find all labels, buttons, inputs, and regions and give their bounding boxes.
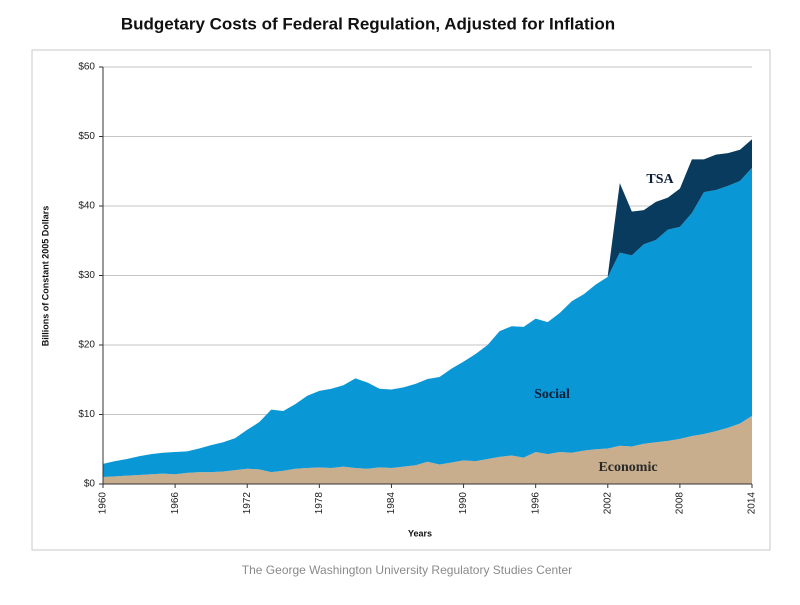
x-tick-label: 1972 xyxy=(242,492,253,515)
x-tick-label: 1984 xyxy=(386,492,397,515)
x-tick-label: 1990 xyxy=(458,492,469,515)
y-tick-label: $10 xyxy=(78,409,95,420)
y-tick-label: $0 xyxy=(84,479,96,490)
y-tick-label: $30 xyxy=(78,270,95,281)
area xyxy=(103,415,752,484)
x-tick-label: 1978 xyxy=(314,492,325,515)
y-axis-label: Billions of Constant 2005 Dollars xyxy=(40,206,50,347)
source-note: The George Washington University Regulat… xyxy=(242,563,572,577)
x-tick-label: 2002 xyxy=(602,492,613,515)
series-label: Social xyxy=(534,387,570,402)
area xyxy=(103,167,752,478)
series-label: Economic xyxy=(598,460,657,475)
chart-title: Budgetary Costs of Federal Regulation, A… xyxy=(121,14,615,33)
y-tick-label: $50 xyxy=(78,131,95,142)
y-tick-label: $60 xyxy=(78,62,95,73)
x-axis-label: Years xyxy=(408,528,432,538)
x-tick-label: 1966 xyxy=(170,492,181,515)
series-label: TSA xyxy=(646,172,674,187)
x-tick-label: 1960 xyxy=(98,492,109,515)
x-tick-label: 2008 xyxy=(675,492,686,515)
x-tick-label: 1996 xyxy=(530,492,541,515)
y-tick-label: $40 xyxy=(78,201,95,212)
area xyxy=(607,139,752,277)
x-tick-label: 2014 xyxy=(747,492,758,515)
y-tick-label: $20 xyxy=(78,340,95,351)
